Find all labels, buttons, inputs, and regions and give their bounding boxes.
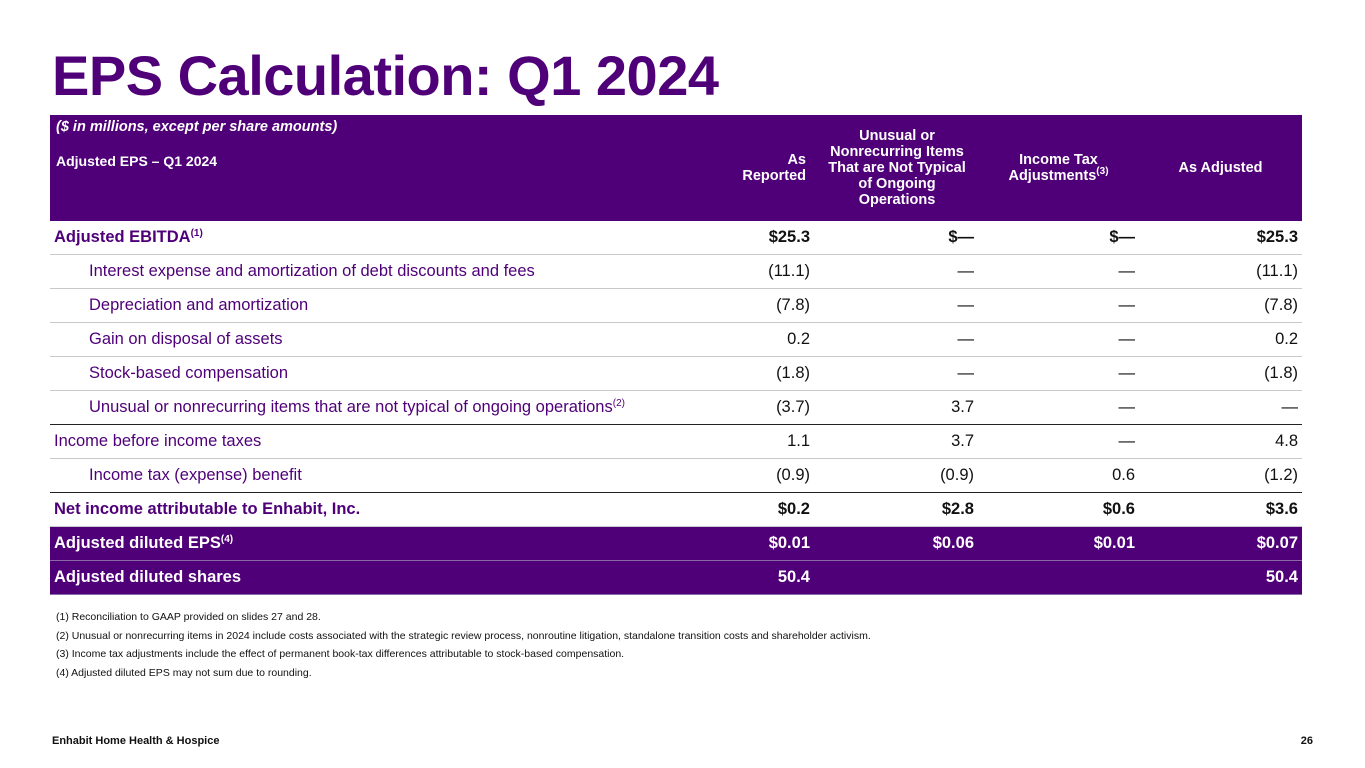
cell-income-tax: —: [978, 424, 1139, 459]
cell-as-adjusted: (1.8): [1139, 356, 1302, 391]
cell-unusual-items: $2.8: [816, 492, 978, 527]
cell-as-reported: (7.8): [715, 288, 816, 323]
table-row: Income before income taxes 1.1 3.7 — 4.8: [50, 424, 1302, 459]
cell-income-tax: —: [978, 288, 1139, 323]
cell-as-adjusted: (7.8): [1139, 288, 1302, 323]
row-label: Income before income taxes: [50, 424, 715, 459]
cell-as-reported: (1.8): [715, 356, 816, 391]
cell-as-reported: (0.9): [715, 458, 816, 493]
row-label: Interest expense and amortization of deb…: [50, 254, 715, 289]
footnotes: (1) Reconciliation to GAAP provided on s…: [56, 608, 871, 682]
eps-calculation-table: ($ in millions, except per share amounts…: [50, 115, 1302, 595]
cell-as-adjusted: 4.8: [1139, 424, 1302, 459]
table-row: Net income attributable to Enhabit, Inc.…: [50, 492, 1302, 527]
cell-income-tax: —: [978, 254, 1139, 289]
table-row: Income tax (expense) benefit (0.9) (0.9)…: [50, 458, 1302, 493]
cell-as-reported: 1.1: [715, 424, 816, 459]
units-note: ($ in millions, except per share amounts…: [56, 119, 338, 135]
row-label: Adjusted EBITDA(1): [50, 221, 715, 255]
cell-unusual-items: —: [816, 254, 978, 289]
cell-as-reported: (11.1): [715, 254, 816, 289]
column-header-as-adjusted: As Adjusted: [1139, 115, 1302, 221]
table-row: Stock-based compensation (1.8) — — (1.8): [50, 356, 1302, 391]
row-label: Gain on disposal of assets: [50, 322, 715, 357]
column-header-as-reported: As Reported: [715, 115, 816, 221]
column-header-income-tax-footnote: (3): [1096, 166, 1109, 177]
cell-unusual-items: 3.7: [816, 424, 978, 459]
cell-income-tax: —: [978, 356, 1139, 391]
table-row: Depreciation and amortization (7.8) — — …: [50, 288, 1302, 323]
page-title: EPS Calculation: Q1 2024: [52, 44, 719, 107]
cell-income-tax: [978, 560, 1139, 595]
row-label: Depreciation and amortization: [50, 288, 715, 323]
table-row: Gain on disposal of assets 0.2 — — 0.2: [50, 322, 1302, 357]
column-header-income-tax-label: Income Tax Adjustments: [1008, 152, 1098, 184]
page-number: 26: [1300, 735, 1313, 747]
row-label: Net income attributable to Enhabit, Inc.: [50, 492, 715, 527]
cell-income-tax: —: [978, 322, 1139, 357]
table-row: Interest expense and amortization of deb…: [50, 254, 1302, 289]
cell-unusual-items: (0.9): [816, 458, 978, 493]
table-header-row: ($ in millions, except per share amounts…: [50, 115, 1302, 221]
cell-as-adjusted: $0.07: [1139, 526, 1302, 561]
column-header-income-tax: Income Tax Adjustments(3): [978, 115, 1139, 221]
cell-as-reported: 50.4: [715, 560, 816, 595]
cell-unusual-items: $—: [816, 221, 978, 255]
table-row: Unusual or nonrecurring items that are n…: [50, 390, 1302, 425]
row-label: Income tax (expense) benefit: [50, 458, 715, 493]
cell-as-adjusted: $25.3: [1139, 221, 1302, 255]
footnote: (1) Reconciliation to GAAP provided on s…: [56, 611, 321, 623]
cell-income-tax: $—: [978, 221, 1139, 255]
cell-as-reported: $0.2: [715, 492, 816, 527]
footnote: (3) Income tax adjustments include the e…: [56, 648, 625, 660]
cell-as-reported: 0.2: [715, 322, 816, 357]
row-header-label: Adjusted EPS – Q1 2024: [56, 153, 218, 169]
cell-as-adjusted: 50.4: [1139, 560, 1302, 595]
cell-unusual-items: [816, 560, 978, 595]
cell-unusual-items: —: [816, 356, 978, 391]
cell-income-tax: $0.6: [978, 492, 1139, 527]
cell-unusual-items: —: [816, 322, 978, 357]
cell-as-reported: $0.01: [715, 526, 816, 561]
cell-income-tax: 0.6: [978, 458, 1139, 493]
cell-as-adjusted: 0.2: [1139, 322, 1302, 357]
table-row: Adjusted diluted EPS(4) $0.01 $0.06 $0.0…: [50, 526, 1302, 561]
cell-as-reported: $25.3: [715, 221, 816, 255]
row-label: Adjusted diluted EPS(4): [50, 526, 715, 561]
cell-unusual-items: —: [816, 288, 978, 323]
cell-unusual-items: $0.06: [816, 526, 978, 561]
row-label: Stock-based compensation: [50, 356, 715, 391]
row-label: Adjusted diluted shares: [50, 560, 715, 595]
footnote: (4) Adjusted diluted EPS may not sum due…: [56, 666, 312, 679]
footer-company-name: Enhabit Home Health & Hospice: [52, 735, 220, 747]
footnote: (2) Unusual or nonrecurring items in 202…: [56, 629, 871, 642]
column-header-unusual-items: Unusual or Nonrecurring Items That are N…: [816, 115, 978, 221]
cell-income-tax: —: [978, 390, 1139, 425]
cell-as-adjusted: —: [1139, 390, 1302, 425]
cell-as-adjusted: (1.2): [1139, 458, 1302, 493]
cell-as-adjusted: (11.1): [1139, 254, 1302, 289]
cell-unusual-items: 3.7: [816, 390, 978, 425]
cell-as-reported: (3.7): [715, 390, 816, 425]
cell-as-adjusted: $3.6: [1139, 492, 1302, 527]
table-row: Adjusted EBITDA(1) $25.3 $— $— $25.3: [50, 221, 1302, 255]
table-row: Adjusted diluted shares 50.4 50.4: [50, 560, 1302, 595]
row-label: Unusual or nonrecurring items that are n…: [50, 390, 715, 425]
cell-income-tax: $0.01: [978, 526, 1139, 561]
row-header-cell: ($ in millions, except per share amounts…: [50, 115, 715, 221]
